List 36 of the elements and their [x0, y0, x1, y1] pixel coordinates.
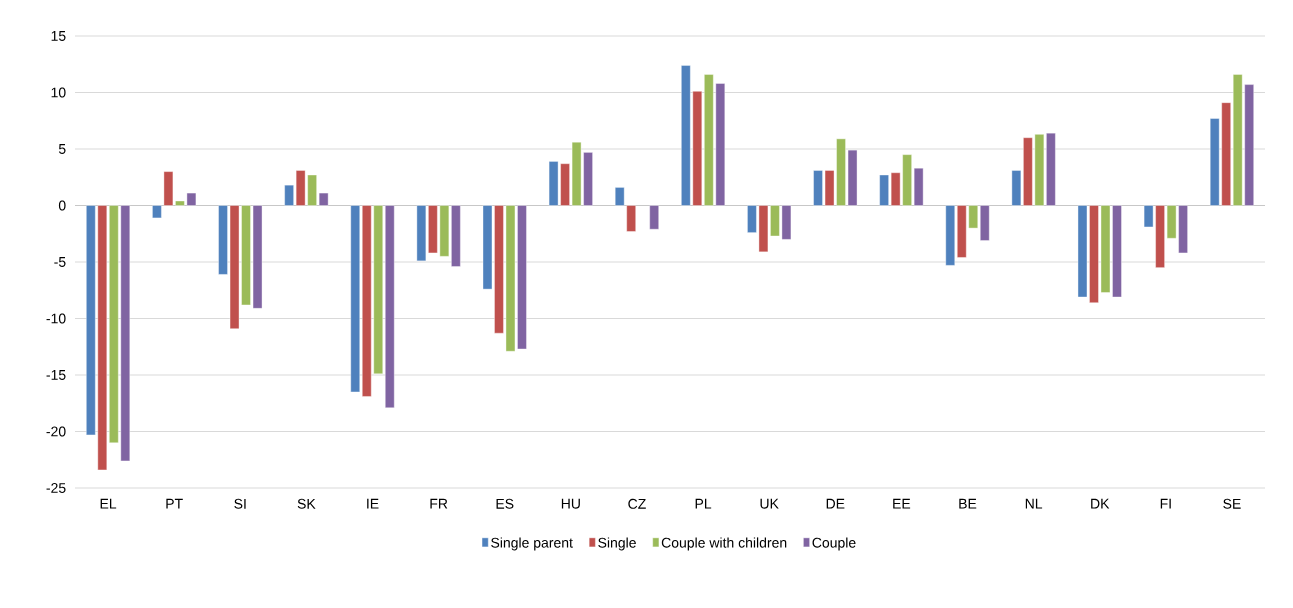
- x-tick-label: UK: [760, 498, 779, 509]
- x-tick-label: FR: [430, 498, 448, 509]
- bar: [980, 205, 990, 241]
- x-tick-label: BE: [959, 498, 977, 509]
- bar: [945, 205, 955, 266]
- y-tick-label: -25: [46, 483, 66, 493]
- legend-label: Couple: [812, 537, 856, 551]
- y-tick-label: -5: [54, 257, 66, 267]
- x-tick-label: HU: [561, 498, 580, 509]
- legend-label: Single: [598, 537, 636, 551]
- x-tick-label: SI: [234, 498, 246, 509]
- x-tick-label: DK: [1091, 498, 1110, 509]
- x-tick-label: EE: [893, 498, 911, 509]
- legend-label: Single parent: [491, 537, 573, 551]
- x-tick-label: DE: [826, 498, 845, 509]
- y-tick-label: 15: [51, 31, 66, 41]
- bar: [350, 205, 360, 393]
- bar: [649, 205, 659, 230]
- x-tick-label: FI: [1160, 498, 1171, 509]
- x-tick-label: CZ: [628, 498, 646, 509]
- y-tick-label: -10: [46, 313, 66, 324]
- y-tick-label: 5: [58, 144, 66, 154]
- x-tick-label: PL: [695, 498, 712, 509]
- y-tick-label: 10: [51, 87, 66, 98]
- x-tick-label: PT: [166, 498, 183, 509]
- legend-label: Couple with children: [661, 537, 787, 551]
- x-tick-label: EL: [100, 498, 117, 509]
- y-tick-label: -15: [46, 370, 66, 380]
- x-tick-label: NL: [1025, 498, 1043, 509]
- x-tick-label: IE: [367, 498, 379, 509]
- bar: [385, 205, 395, 408]
- x-tick-label: SE: [1223, 498, 1241, 509]
- x-tick-label: SK: [297, 498, 316, 509]
- x-tick-label: ES: [496, 498, 514, 509]
- y-tick-label: -20: [46, 426, 66, 437]
- y-tick-label: 0: [58, 200, 66, 211]
